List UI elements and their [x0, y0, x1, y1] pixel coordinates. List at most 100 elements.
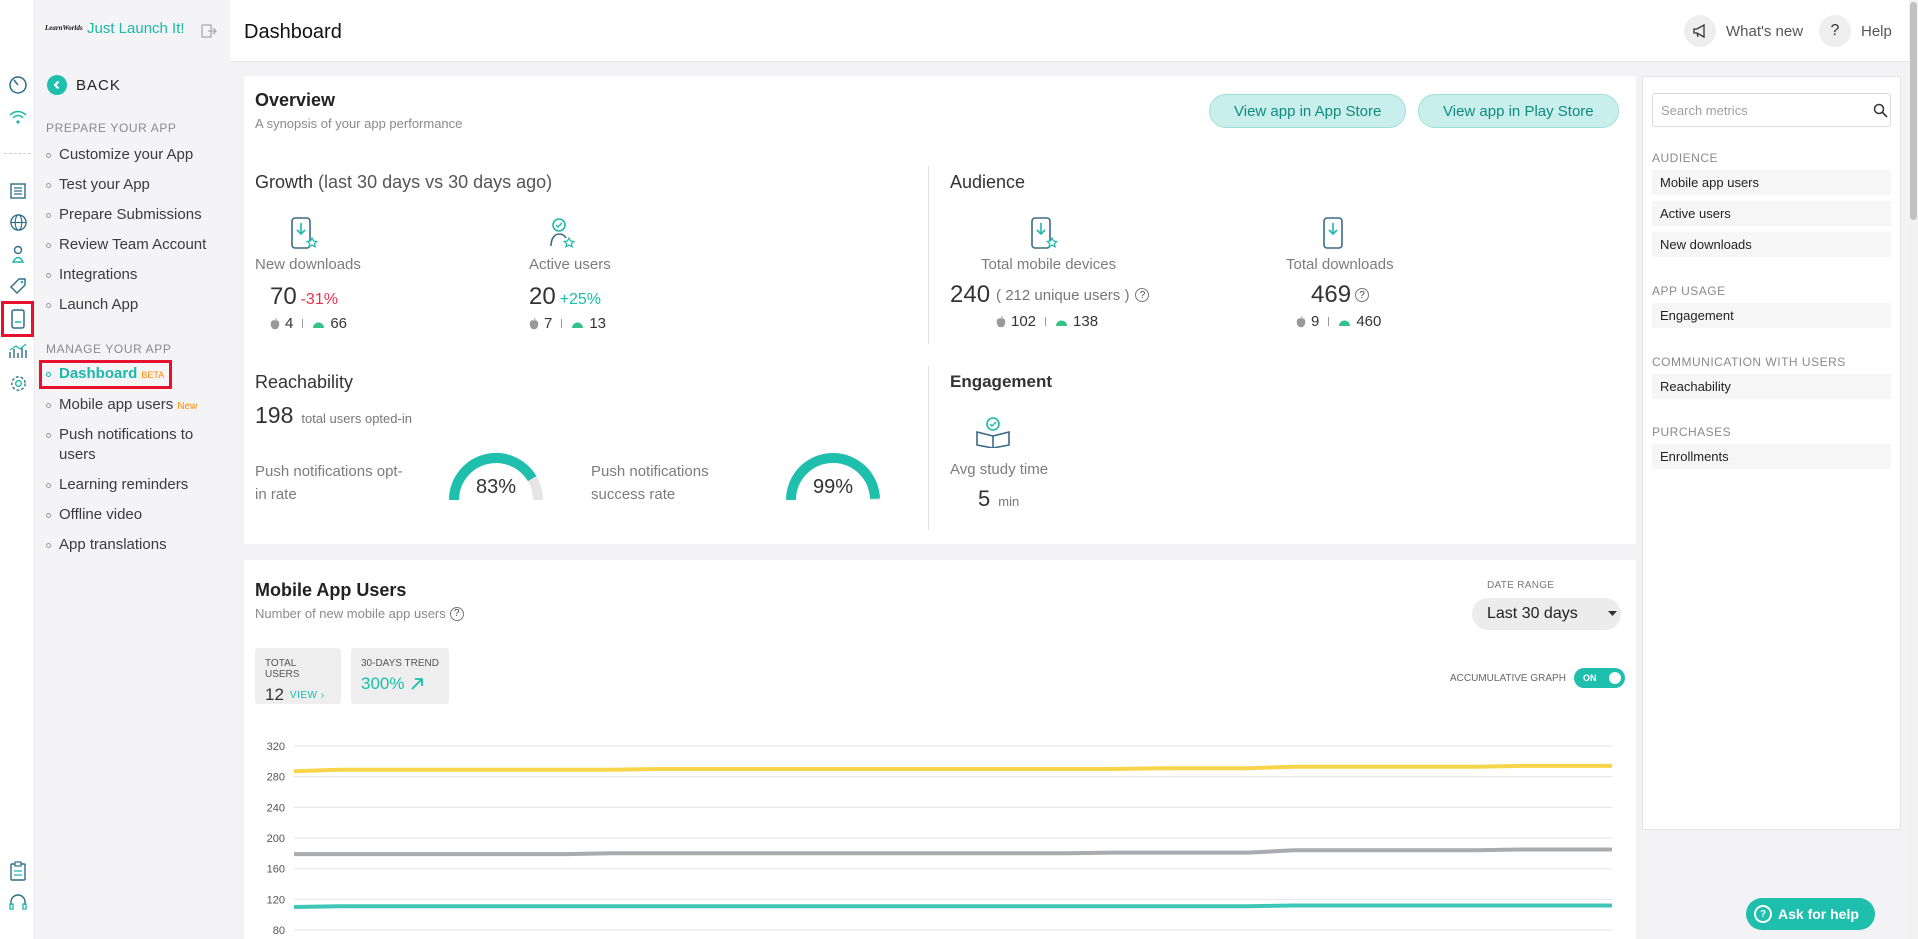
- nav-item-integrations[interactable]: Integrations: [46, 265, 209, 285]
- nav-item-mobile-users[interactable]: Mobile app users New: [46, 395, 209, 417]
- unique-users: ( 212 unique users ): [996, 286, 1130, 304]
- study-time-value: 5: [978, 486, 991, 511]
- clipboard-icon[interactable]: [7, 860, 29, 882]
- nav-item-app-translations[interactable]: App translations: [46, 535, 209, 555]
- y-tick-label: 320: [267, 741, 285, 753]
- metric-link-active-users[interactable]: Active users: [1652, 201, 1891, 226]
- overview-title: Overview: [255, 90, 336, 110]
- globe-icon[interactable]: [7, 211, 29, 233]
- nav-item-review-team[interactable]: Review Team Account: [46, 235, 209, 255]
- wifi-icon[interactable]: [7, 106, 29, 128]
- trend-value: 300%: [361, 674, 405, 693]
- view-link[interactable]: VIEW ›: [289, 689, 325, 701]
- success-gauge: 99%: [785, 452, 881, 502]
- analytics-icon[interactable]: [7, 340, 29, 362]
- back-button[interactable]: BACK: [47, 75, 121, 95]
- new-downloads-android: 66: [330, 315, 348, 332]
- search-input[interactable]: [1661, 102, 1861, 118]
- study-time-unit: min: [998, 494, 1020, 509]
- settings-icon[interactable]: [7, 372, 29, 394]
- manage-section-header: MANAGE YOUR APP: [46, 342, 172, 356]
- person-icon[interactable]: [7, 243, 29, 265]
- mobile-app-icon[interactable]: [1, 301, 34, 337]
- search-icon[interactable]: [1873, 103, 1888, 118]
- new-downloads-metric: New downloads 70 -31% 4 66: [255, 216, 361, 332]
- total-downloads-metric: Total downloads 469? 9 460: [1286, 216, 1394, 330]
- total-users-tile: TOTAL USERS 12 VIEW ›: [255, 648, 341, 704]
- brand[interactable]: LearnWorlds Just Launch It!: [45, 20, 185, 37]
- scrollbar-thumb[interactable]: [1910, 2, 1917, 220]
- tag-icon[interactable]: [7, 275, 29, 297]
- support-headset-icon[interactable]: [7, 892, 29, 914]
- y-tick-label: 200: [267, 833, 285, 845]
- reachability-total: 198 total users opted-in: [255, 402, 412, 429]
- new-downloads-ios: 4: [285, 315, 294, 332]
- optin-label: Push notifications opt-in rate: [255, 463, 403, 503]
- total-downloads-label: Total downloads: [1286, 256, 1394, 273]
- metric-link-engagement[interactable]: Engagement: [1652, 303, 1891, 328]
- reachability-title: Reachability: [255, 372, 354, 392]
- date-range-select[interactable]: Last 30 days: [1472, 598, 1621, 630]
- study-time: 5 min: [978, 486, 1019, 512]
- mobile-users-chart: 80 120 160 200 240 280 320: [267, 741, 1612, 937]
- phone-download-icon: [1322, 216, 1394, 250]
- nav-item-offline-video[interactable]: Offline video: [46, 505, 209, 525]
- total-devices-label: Total mobile devices: [981, 256, 1117, 273]
- active-user-icon: [549, 216, 611, 250]
- study-book-icon: [975, 416, 1011, 448]
- metric-link-reachability[interactable]: Reachability: [1652, 374, 1891, 399]
- chevron-left-icon: [47, 75, 67, 95]
- metric-link-new-downloads[interactable]: New downloads: [1652, 232, 1891, 257]
- nav-item-prepare-submissions[interactable]: Prepare Submissions: [46, 205, 209, 225]
- logout-icon[interactable]: [201, 23, 217, 39]
- nav-item-launch[interactable]: Launch App: [46, 295, 209, 315]
- metric-link-mobile-users[interactable]: Mobile app users: [1652, 170, 1891, 195]
- total-downloads-ios: 9: [1311, 313, 1320, 330]
- metric-link-enrollments[interactable]: Enrollments: [1652, 444, 1891, 469]
- success-label: Push notifications success rate: [591, 463, 709, 503]
- page-title: Dashboard: [244, 21, 342, 43]
- nav-item-customize[interactable]: Customize your App: [46, 145, 209, 165]
- nav-item-learning-reminders[interactable]: Learning reminders: [46, 475, 209, 495]
- metrics-section-audience: AUDIENCE: [1652, 151, 1719, 165]
- play-store-button[interactable]: View app in Play Store: [1418, 94, 1619, 128]
- metrics-section-purchases: PURCHASES: [1652, 425, 1732, 439]
- metrics-section-communication: COMMUNICATION WITH USERS: [1652, 355, 1846, 369]
- phone-download-icon: [290, 216, 361, 250]
- accumulative-label: ACCUMULATIVE GRAPH: [1450, 672, 1566, 684]
- series-line-0[interactable]: [293, 763, 1612, 774]
- question-icon: ?: [1819, 15, 1851, 47]
- apple-icon: [270, 317, 280, 330]
- app-store-button[interactable]: View app in App Store: [1209, 94, 1407, 128]
- list-icon[interactable]: [7, 180, 29, 202]
- apple-icon: [1296, 315, 1306, 328]
- trend-tile: 30-DAYS TREND 300%: [351, 648, 449, 704]
- reachability-total-value: 198: [255, 402, 294, 428]
- nav-item-test[interactable]: Test your App: [46, 175, 209, 195]
- nav-item-push-notifications[interactable]: Push notifications to users: [46, 425, 209, 465]
- active-users-change: +25%: [559, 291, 601, 308]
- ask-for-help-button[interactable]: ? Ask for help: [1746, 898, 1875, 930]
- search-box: [1652, 93, 1891, 127]
- nav-item-dashboard-label: Dashboard: [59, 365, 138, 382]
- whats-new-button[interactable]: What's new: [1684, 15, 1803, 47]
- optin-gauge: 83%: [448, 452, 544, 502]
- accumulative-toggle[interactable]: ON: [1573, 668, 1625, 688]
- y-tick-label: 80: [273, 925, 285, 937]
- series-line-2[interactable]: [293, 903, 1612, 909]
- info-icon[interactable]: ?: [1355, 288, 1370, 302]
- date-range-value: Last 30 days: [1487, 605, 1578, 622]
- android-icon: [1338, 318, 1351, 326]
- mobile-users-subtitle: Number of new mobile app users?: [255, 606, 464, 621]
- info-icon[interactable]: ?: [449, 606, 464, 621]
- nav-item-dashboard[interactable]: Dashboard BETA: [38, 360, 173, 389]
- help-button[interactable]: ? Help: [1819, 15, 1892, 47]
- series-line-1[interactable]: [294, 847, 1612, 857]
- info-icon[interactable]: ?: [1135, 288, 1150, 302]
- page-scrollbar[interactable]: [1909, 0, 1918, 939]
- optin-value: 83%: [475, 476, 517, 498]
- ask-for-help-label: Ask for help: [1778, 906, 1859, 922]
- total-devices-metric: Total mobile devices 240 ( 212 unique us…: [950, 216, 1150, 330]
- speedometer-icon[interactable]: [7, 74, 29, 96]
- new-downloads-value: 70: [270, 283, 297, 310]
